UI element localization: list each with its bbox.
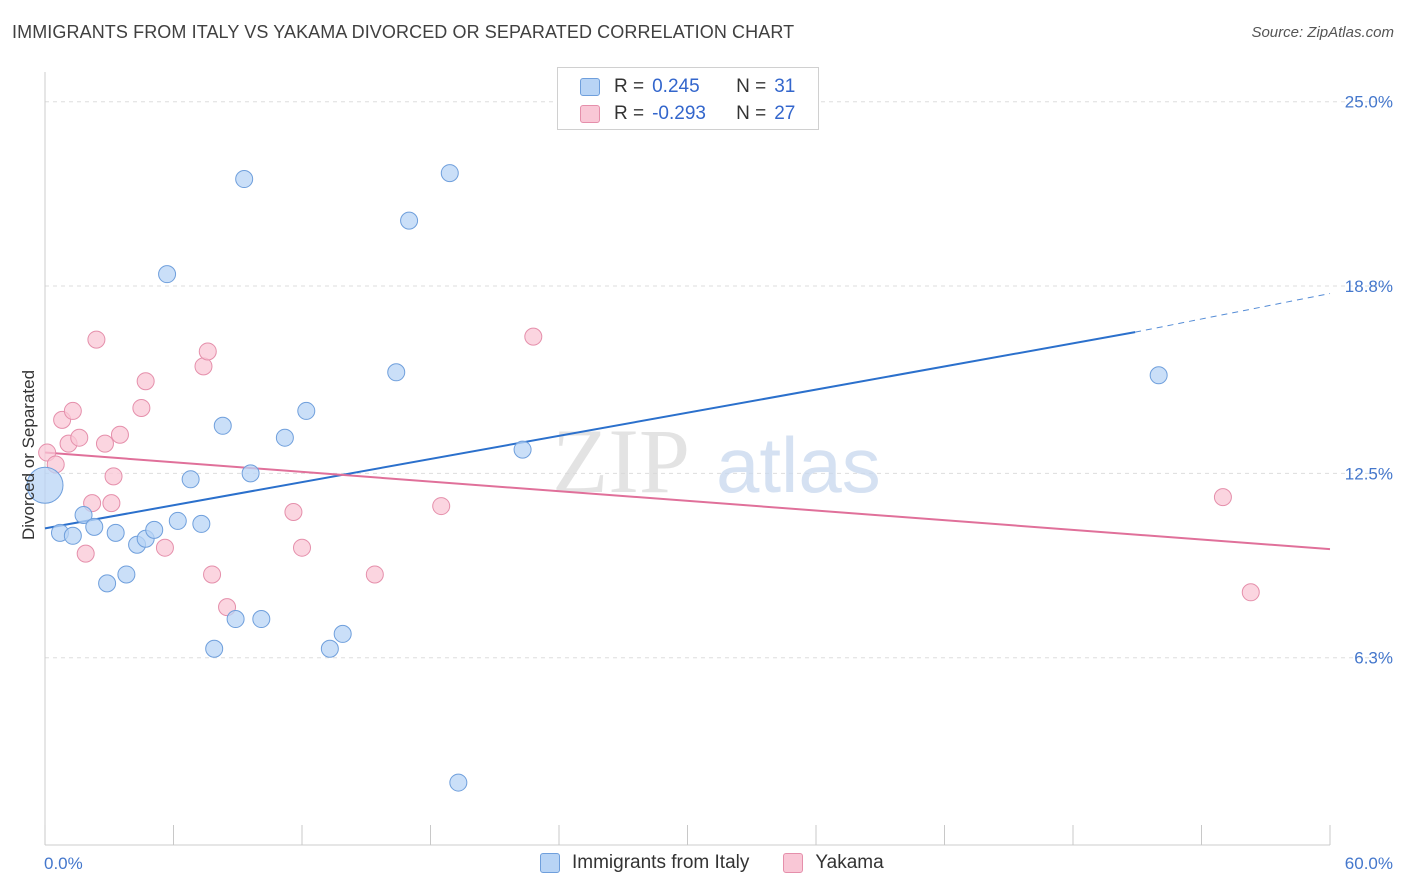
point-italy — [106, 523, 125, 542]
y-axis-label: Divorced or Separated — [19, 370, 38, 540]
trend-line-italy-extension — [1135, 293, 1331, 333]
data-points — [26, 164, 1260, 792]
trend-lines — [44, 293, 1331, 551]
point-yakama — [110, 425, 129, 444]
legend-swatch-yakama — [580, 105, 600, 123]
point-yakama — [76, 544, 95, 563]
point-italy — [85, 517, 104, 536]
legend-swatch-italy — [580, 78, 600, 96]
point-yakama — [432, 497, 451, 516]
gridlines — [45, 101, 1390, 659]
series-name-yakama: Yakama — [815, 852, 884, 873]
series-swatch-yakama — [783, 853, 804, 873]
series-name-italy: Immigrants from Italy — [572, 852, 750, 873]
point-italy — [440, 164, 459, 183]
point-italy — [98, 574, 117, 593]
point-italy — [513, 440, 532, 459]
point-italy — [145, 520, 164, 539]
point-italy — [333, 624, 352, 643]
y-tick-label: 25.0% — [1345, 93, 1393, 112]
point-yakama — [198, 342, 217, 361]
point-yakama — [155, 538, 174, 557]
x-tick-label: 60.0% — [1345, 854, 1393, 873]
point-yakama — [132, 398, 151, 417]
watermark: ZIP atlas — [552, 410, 881, 512]
watermark-atlas: atlas — [716, 421, 881, 509]
series-legend-yakama: Yakama — [783, 852, 884, 874]
y-tick-label: 18.8% — [1345, 277, 1393, 296]
series-legend: Immigrants from Italy Yakama — [540, 852, 918, 874]
point-yakama — [1241, 583, 1260, 602]
point-italy — [158, 265, 177, 284]
legend-r-label: R = — [614, 76, 645, 97]
legend-r-label: R = — [614, 103, 645, 124]
point-italy — [181, 470, 200, 489]
trend-line-italy — [44, 331, 1136, 530]
point-italy — [213, 416, 232, 435]
legend-row-italy: R = 0.245 N = 31 — [580, 75, 795, 99]
point-italy — [168, 511, 187, 530]
y-tick-label: 12.5% — [1345, 464, 1393, 483]
point-italy — [235, 170, 254, 189]
tick-labels: 6.3% 12.5% 18.8% 25.0% 0.0% 60.0% — [44, 93, 1393, 873]
point-italy — [192, 514, 211, 533]
legend-n-label: N = — [736, 103, 767, 124]
point-yakama — [284, 503, 303, 522]
chart-title: IMMIGRANTS FROM ITALY VS YAKAMA DIVORCED… — [12, 22, 795, 42]
point-italy — [63, 526, 82, 545]
point-yakama — [365, 565, 384, 584]
legend-r-value: 0.245 — [652, 76, 700, 97]
point-yakama — [102, 494, 121, 513]
x-tick-label: 0.0% — [44, 854, 83, 873]
point-yakama — [293, 538, 311, 557]
point-yakama — [104, 467, 123, 486]
point-italy — [1149, 366, 1168, 385]
point-italy — [226, 610, 245, 629]
point-italy — [297, 401, 316, 420]
series-legend-italy: Immigrants from Italy — [540, 852, 749, 874]
point-yakama — [194, 357, 213, 376]
point-yakama — [63, 401, 82, 420]
legend-row-yakama: R = -0.293 N = 27 — [580, 102, 795, 126]
point-italy — [275, 428, 294, 447]
point-italy — [387, 363, 406, 382]
point-yakama — [95, 434, 114, 453]
point-yakama — [524, 327, 543, 346]
point-yakama — [1213, 488, 1232, 507]
point-yakama — [87, 330, 106, 349]
point-italy — [117, 565, 136, 584]
trend-line-yakama — [44, 451, 1331, 551]
point-yakama — [203, 565, 222, 584]
point-italy — [449, 773, 468, 792]
legend: R = 0.245 N = 31 R = -0.293 N = 27 — [557, 67, 819, 130]
legend-n-label: N = — [736, 76, 767, 97]
point-italy — [26, 466, 64, 504]
point-italy — [320, 639, 339, 658]
legend-n-value: 31 — [774, 76, 796, 97]
legend-n-value: 27 — [774, 103, 796, 124]
point-yakama — [70, 428, 89, 447]
point-italy — [252, 610, 271, 629]
series-swatch-italy — [540, 853, 560, 873]
y-tick-label: 6.3% — [1354, 649, 1393, 668]
legend-r-value: -0.293 — [652, 103, 706, 124]
point-italy — [74, 505, 93, 524]
point-italy — [400, 211, 419, 230]
point-italy — [205, 639, 224, 658]
point-italy — [241, 464, 260, 483]
source-label: Source: ZipAtlas.com — [1251, 24, 1394, 41]
point-yakama — [136, 372, 155, 391]
